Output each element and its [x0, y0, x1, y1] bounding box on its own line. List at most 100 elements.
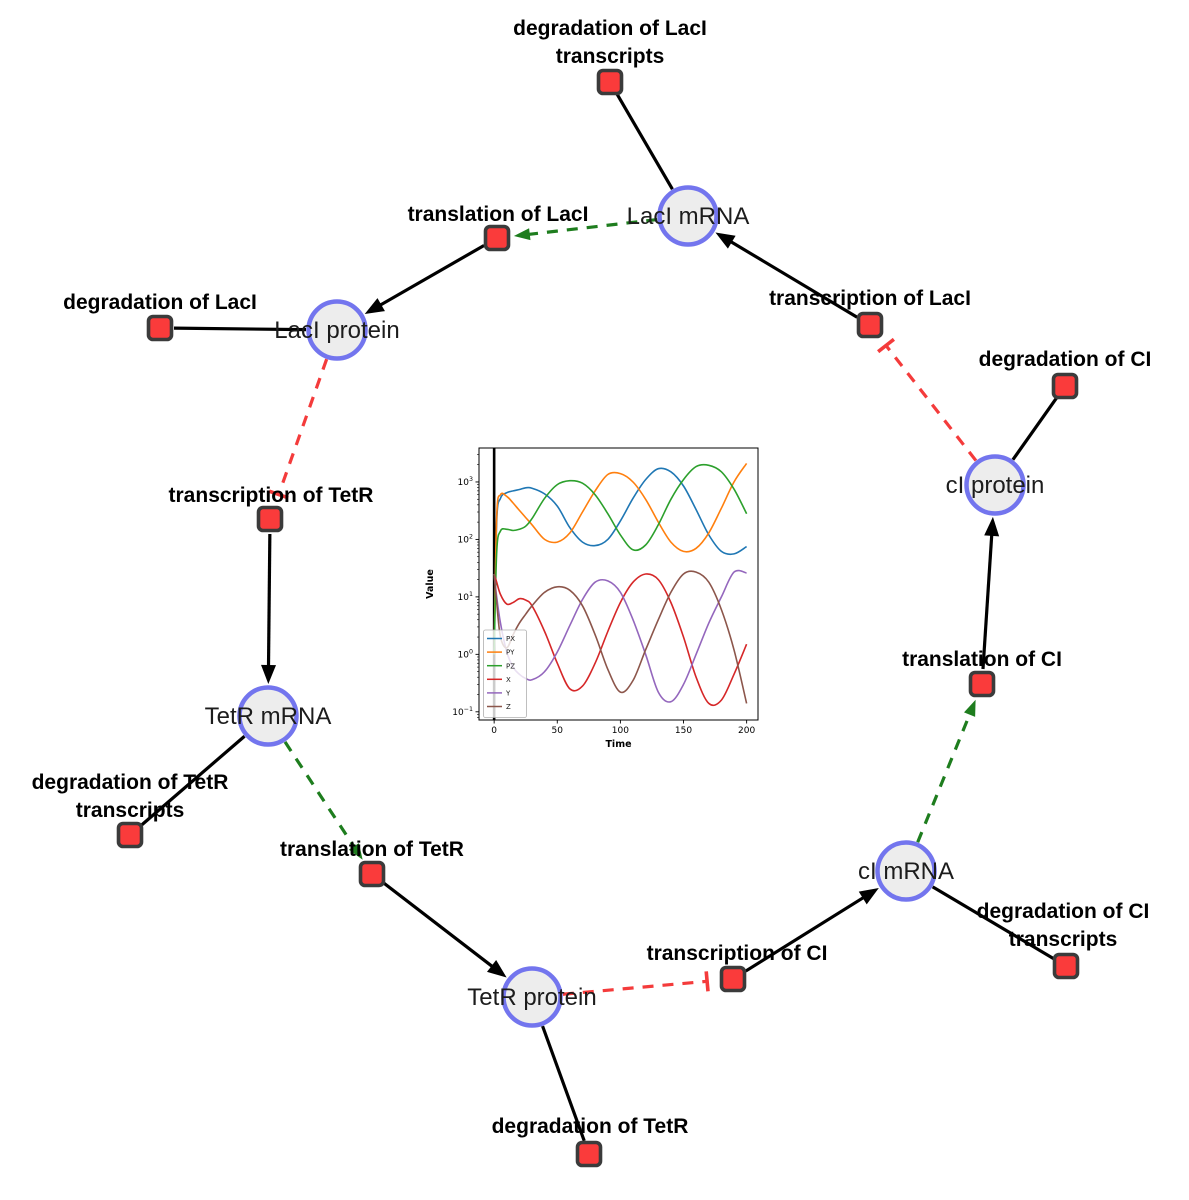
reaction-label-translation-of-ci: translation of CI — [902, 648, 1062, 671]
x-tick-label: 0 — [491, 726, 497, 736]
edge-tetr-protein-to-degradation-of-tetr — [541, 1025, 586, 1142]
legend-label-X: X — [506, 676, 511, 684]
arrowhead — [513, 228, 531, 241]
legend-label-PX: PX — [506, 635, 515, 643]
reaction-label-line: degradation of CI — [979, 348, 1152, 371]
species-node-ci-protein — [964, 454, 1026, 516]
reaction-node-degradation-of-laci — [146, 314, 174, 342]
reaction-label-degradation-of-tetr: degradation of TetR — [492, 1115, 689, 1138]
edge-transcription-of-tetr-to-tetr-mrna — [261, 533, 277, 685]
reaction-label-line: translation of CI — [902, 648, 1062, 671]
y-tick-label: 101 — [458, 591, 473, 603]
reaction-label-line: degradation of CI — [977, 900, 1150, 923]
edge-translation-of-tetr-to-tetr-protein — [382, 881, 507, 978]
reaction-label-transcription-of-laci: transcription of LacI — [769, 287, 971, 310]
reaction-label-line: translation of TetR — [280, 838, 464, 861]
reaction-label-line: translation of LacI — [408, 203, 589, 226]
legend-label-Z: Z — [506, 703, 511, 711]
reaction-node-transcription-of-ci — [719, 965, 747, 993]
reaction-label-line: degradation of TetR — [492, 1115, 689, 1138]
reaction-label-line: transcripts — [76, 799, 185, 822]
edge-translation-of-laci-to-laci-protein — [364, 244, 485, 315]
reaction-label-line: degradation of TetR — [32, 771, 229, 794]
species-label-tetr-mrna: TetR mRNA — [205, 703, 332, 730]
arrowhead — [964, 699, 976, 717]
reaction-label-line: transcription of LacI — [769, 287, 971, 310]
arrowhead — [858, 887, 879, 905]
edge-tetr-protein-to-transcription-of-ci — [562, 971, 710, 996]
labels-layer: degradation of LacI transcripts translatio… — [32, 17, 1152, 1138]
reaction-label-translation-of-tetr: translation of TetR — [280, 838, 464, 861]
species-label-tetr-protein: TetR protein — [467, 984, 596, 1011]
reaction-label-line: degradation of LacI — [63, 291, 257, 314]
series-curve-PX — [493, 467, 748, 655]
reaction-node-translation-of-tetr — [358, 860, 386, 888]
reaction-label-line: transcripts — [556, 45, 665, 68]
y-tick-label: 102 — [458, 534, 473, 546]
species-label-laci-protein: LacI protein — [274, 317, 399, 344]
x-tick-label: 200 — [738, 726, 755, 736]
reaction-label-line: degradation of LacI — [513, 17, 707, 40]
legend: PX PY PZ XYZ — [483, 629, 527, 718]
arrowhead — [486, 959, 507, 978]
x-axis-label: Time — [605, 739, 631, 750]
arrowhead — [984, 516, 1000, 537]
x-tick-label: 100 — [612, 726, 629, 736]
y-tick-label: 10−1 — [452, 706, 473, 718]
edge-ci-mrna-to-degradation-of-ci-transcripts — [931, 885, 1055, 961]
edge-transcription-of-ci-to-ci-mrna — [744, 887, 879, 973]
reaction-node-degradation-of-ci — [1051, 372, 1079, 400]
edge-ci-protein-to-degradation-of-ci — [1011, 396, 1059, 461]
edge-tetr-mrna-to-translation-of-tetr — [283, 741, 363, 860]
reaction-label-degradation-of-ci-transcripts: degradation of CI transcripts — [977, 900, 1150, 951]
reaction-label-transcription-of-ci: transcription of CI — [647, 942, 828, 965]
y-tick-label: 100 — [458, 649, 473, 661]
reaction-label-line: transcripts — [1009, 928, 1118, 951]
edge-ci-mrna-to-translation-of-ci — [916, 699, 976, 843]
edge-ci-protein-to-transcription-of-laci — [877, 337, 978, 462]
reaction-node-degradation-of-tetr — [575, 1140, 603, 1168]
reaction-label-degradation-of-laci: degradation of LacI — [63, 291, 257, 314]
legend-label-Y: Y — [505, 690, 511, 698]
series-curve-PY — [493, 462, 748, 655]
x-tick-label: 50 — [552, 726, 564, 736]
y-tick-label: 103 — [458, 476, 473, 488]
reaction-node-transcription-of-laci — [856, 311, 884, 339]
reaction-label-transcription-of-tetr: transcription of TetR — [169, 484, 374, 507]
plot-frame — [478, 447, 759, 721]
species-node-tetr-mrna — [237, 685, 299, 747]
arrowhead — [261, 664, 277, 685]
species-label-ci-protein: cI protein — [946, 472, 1045, 499]
y-axis-label: Value — [425, 569, 436, 599]
species-label-ci-mrna: cI mRNA — [858, 858, 954, 885]
edge-translation-of-ci-to-ci-protein — [981, 516, 1000, 670]
reaction-label-line: transcription of TetR — [169, 484, 374, 507]
edge-transcription-of-laci-to-laci-mrna — [715, 232, 858, 319]
edge-laci-mrna-to-degradation-of-laci-transcripts — [615, 93, 674, 191]
series-curve-PZ — [493, 463, 748, 655]
reaction-label-degradation-of-ci: degradation of CI — [979, 348, 1152, 371]
reaction-label-degradation-of-laci-transcripts: degradation of LacI transcripts — [513, 17, 707, 68]
edge-laci-protein-to-transcription-of-tetr — [268, 358, 329, 500]
arrowhead — [364, 298, 385, 315]
species-node-ci-mrna — [875, 840, 937, 902]
arrowhead — [348, 843, 363, 860]
reaction-node-degradation-of-tetr-transcripts — [116, 821, 144, 849]
species-node-tetr-protein — [501, 966, 563, 1028]
series-curve-X — [493, 573, 748, 707]
nodes-layer — [116, 68, 1080, 1168]
species-node-laci-protein — [306, 299, 368, 361]
reaction-node-degradation-of-laci-transcripts — [596, 68, 624, 96]
edge-tetr-mrna-to-degradation-of-tetr-transcripts — [139, 735, 246, 828]
legend-label-PY: PY — [506, 649, 515, 657]
legend-label-PZ: PZ — [506, 662, 515, 670]
reaction-label-translation-of-laci: translation of LacI — [408, 203, 589, 226]
arrowhead — [715, 232, 736, 249]
edge-laci-mrna-to-translation-of-laci — [513, 217, 658, 241]
reaction-node-transcription-of-tetr — [256, 505, 284, 533]
series-curve-Y — [493, 569, 747, 703]
reaction-node-translation-of-ci — [968, 670, 996, 698]
x-tick-label: 150 — [675, 726, 692, 736]
